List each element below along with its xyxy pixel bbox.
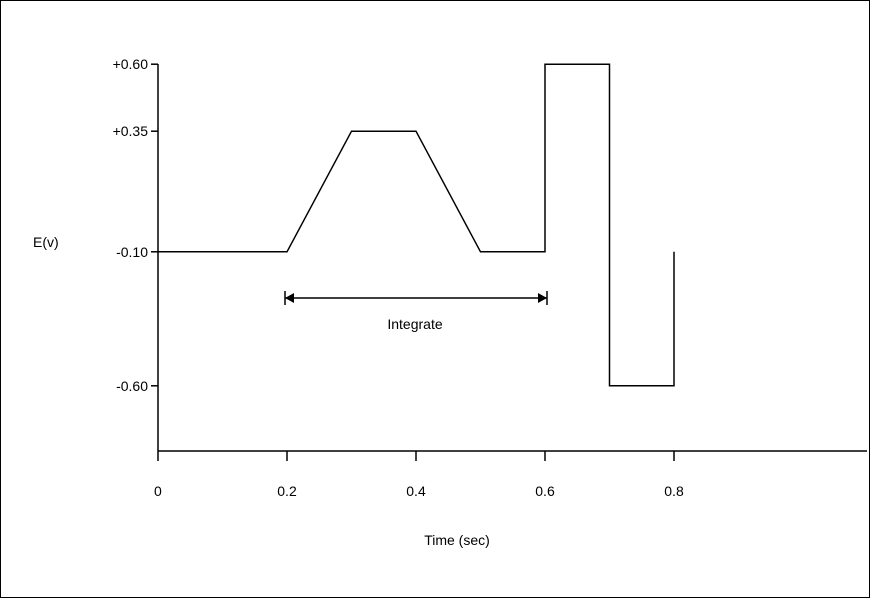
- y-tick-label: -0.10: [116, 244, 148, 260]
- y-tick-label: +0.35: [113, 123, 149, 139]
- x-tick-label: 0: [154, 483, 162, 499]
- x-tick-label: 0.6: [535, 483, 555, 499]
- integrate-arrow-right-head: [538, 293, 547, 303]
- series-group: [158, 63, 675, 387]
- x-ticks: 0 0.2 0.4 0.6 0.8: [154, 451, 684, 499]
- x-axis-label: Time (sec): [424, 532, 490, 548]
- y-ticks: +0.60 +0.35 -0.10 -0.60: [113, 56, 158, 394]
- x-tick-label: 0.4: [406, 483, 426, 499]
- y-axis-label: E(v): [33, 234, 59, 250]
- integrate-label: Integrate: [387, 316, 442, 332]
- waveform-line: [158, 63, 675, 387]
- y-tick-label: -0.60: [116, 378, 148, 394]
- x-tick-label: 0.8: [664, 483, 684, 499]
- x-tick-label: 0.2: [277, 483, 297, 499]
- annotations: Integrate: [284, 291, 548, 332]
- y-tick-label: +0.60: [113, 56, 149, 72]
- integrate-arrow-left-head: [285, 293, 294, 303]
- axes: [157, 64, 867, 452]
